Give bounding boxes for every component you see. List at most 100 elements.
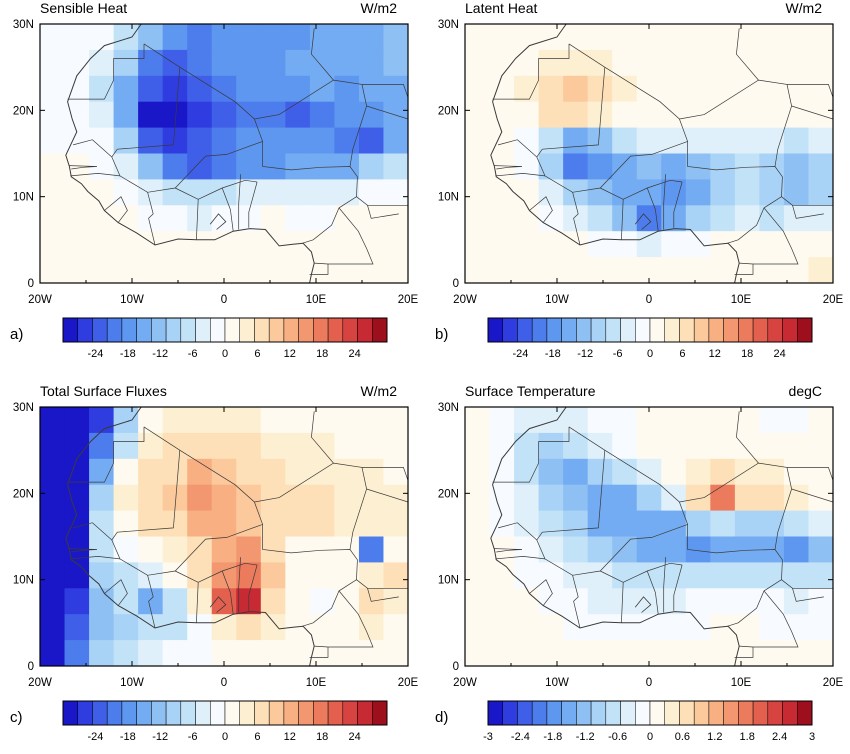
colorbar-swatch: [620, 700, 636, 726]
colorbar-swatch: [165, 317, 182, 343]
heatmap-cell: [285, 588, 311, 615]
heatmap-cell: [710, 562, 736, 589]
colorbar-tick-label: -12: [152, 731, 168, 743]
heatmap-cell: [759, 614, 785, 641]
colorbar-swatch: [210, 700, 226, 726]
heatmap-cell: [236, 101, 262, 129]
country-border: [536, 449, 689, 576]
colorbar-tick-label: 0: [222, 731, 228, 743]
colorbar-swatch: [487, 317, 503, 343]
heatmap-cell: [710, 179, 736, 206]
x-tick-label: 10W: [120, 677, 144, 689]
heatmap-cell: [465, 75, 491, 103]
heatmap-cell: [538, 536, 564, 563]
country-border: [623, 562, 683, 583]
heatmap-cell: [734, 205, 760, 232]
heatmap-cell: [538, 205, 564, 232]
colorbar-tick-label: 12: [284, 348, 296, 360]
country-border: [147, 192, 156, 246]
colorbar-swatch: [357, 700, 373, 726]
colorbar-swatch: [372, 700, 388, 726]
heatmap-cell: [783, 257, 810, 283]
heatmap-cell: [661, 614, 687, 641]
country-border: [494, 548, 523, 553]
heatmap-cell: [759, 24, 785, 51]
heatmap-cell: [563, 407, 589, 434]
heatmap-cell: [587, 510, 613, 538]
heatmap-cell: [661, 24, 687, 51]
heatmap-cell: [661, 458, 687, 486]
heatmap-cell: [465, 153, 491, 180]
colorbar-swatch: [797, 700, 813, 726]
heatmap-cell: [612, 536, 638, 563]
heatmap-cell: [113, 458, 139, 486]
heatmap-cell: [465, 205, 491, 232]
heatmap-cell: [587, 407, 613, 434]
colorbar-swatch: [195, 700, 211, 726]
heatmap-cell: [260, 640, 286, 666]
heatmap-cell: [514, 562, 540, 589]
heatmap-plot: 20W 10W 0 10E 20E 30N 20N 10N 0 -24 -18 -12 -6 0 6 12 18…: [13, 402, 419, 743]
y-tick-label: 10N: [13, 192, 34, 204]
heatmap-cell: [309, 432, 335, 460]
heatmap-cell: [587, 588, 613, 615]
x-tick-label: 10E: [306, 294, 327, 306]
heatmap-cell: [636, 101, 662, 129]
heatmap-cell: [260, 562, 286, 589]
colorbar-swatch: [342, 317, 358, 343]
heatmap-cell: [759, 49, 785, 77]
colorbar-swatch: [357, 317, 373, 343]
heatmap-cell: [89, 231, 115, 258]
country-border: [736, 411, 759, 464]
heatmap-cell: [587, 562, 613, 589]
heatmap-cell: [285, 458, 311, 486]
heatmap-cell: [285, 407, 311, 434]
heatmap-cell: [64, 179, 90, 206]
colorbar-tick-label: -3: [483, 731, 493, 743]
country-border: [366, 105, 408, 120]
colorbar-swatch: [576, 317, 592, 343]
heatmap-cell: [710, 510, 736, 538]
heatmap-cell: [187, 484, 213, 512]
y-tick-label: 0: [28, 278, 34, 290]
heatmap-cell: [538, 640, 564, 666]
heatmap-cell: [383, 257, 408, 283]
heatmap-cell: [808, 536, 833, 563]
colorbar-swatch: [62, 317, 78, 343]
y-tick-label: 20N: [438, 488, 459, 500]
colorbar-swatch: [723, 317, 739, 343]
colorbar-swatch: [782, 317, 798, 343]
heatmap-cell: [636, 49, 662, 77]
heatmap-cell: [211, 536, 237, 563]
heatmap-cell: [563, 640, 589, 666]
colorbar-tick-label: -18: [120, 731, 136, 743]
heatmap-cell: [89, 588, 115, 615]
panel-label: b): [435, 326, 449, 343]
heatmap-cell: [40, 562, 66, 589]
y-tick-label: 30N: [438, 19, 459, 31]
country-border: [734, 647, 754, 658]
heatmap-cell: [465, 588, 491, 615]
colorbar-tick-label: 0.6: [675, 731, 690, 743]
colorbar-tick-label: 3: [809, 731, 815, 743]
heatmap-cell: [162, 458, 188, 486]
heatmap-plot: 20W 10W 0 10E 20E 30N 20N 10N 0 -3 -2.4 -1.8 -1.2 -0.…: [438, 402, 844, 743]
colorbar-tick-label: -1.2: [576, 731, 595, 743]
colorbar-tick-label: -24: [87, 348, 103, 360]
heatmap-cell: [783, 407, 810, 434]
heatmap-cell: [40, 127, 66, 155]
country-border: [495, 556, 546, 560]
heatmap-cell: [612, 101, 638, 129]
heatmap-cell: [661, 640, 687, 666]
heatmap-cell: [489, 536, 515, 563]
heatmap-cell: [358, 640, 385, 666]
colorbar-tick-label: 6: [679, 348, 685, 360]
heatmap-cell: [783, 24, 810, 51]
heatmap-cell: [309, 24, 335, 51]
heatmap-cell: [685, 510, 711, 538]
heatmap-cell: [40, 24, 66, 51]
heatmap-cell: [489, 562, 515, 589]
heatmap-plot: 20W 10W 0 10E 20E 30N 20N 10N 0 -24 -18 -12 -6 0 6 12 18…: [438, 19, 844, 360]
heatmap-cell: [89, 205, 115, 232]
heatmap-cell: [685, 231, 711, 258]
